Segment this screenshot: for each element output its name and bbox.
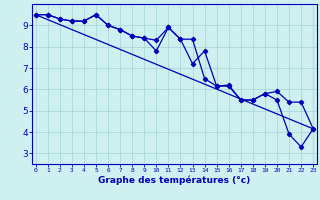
X-axis label: Graphe des températures (°c): Graphe des températures (°c)	[98, 176, 251, 185]
